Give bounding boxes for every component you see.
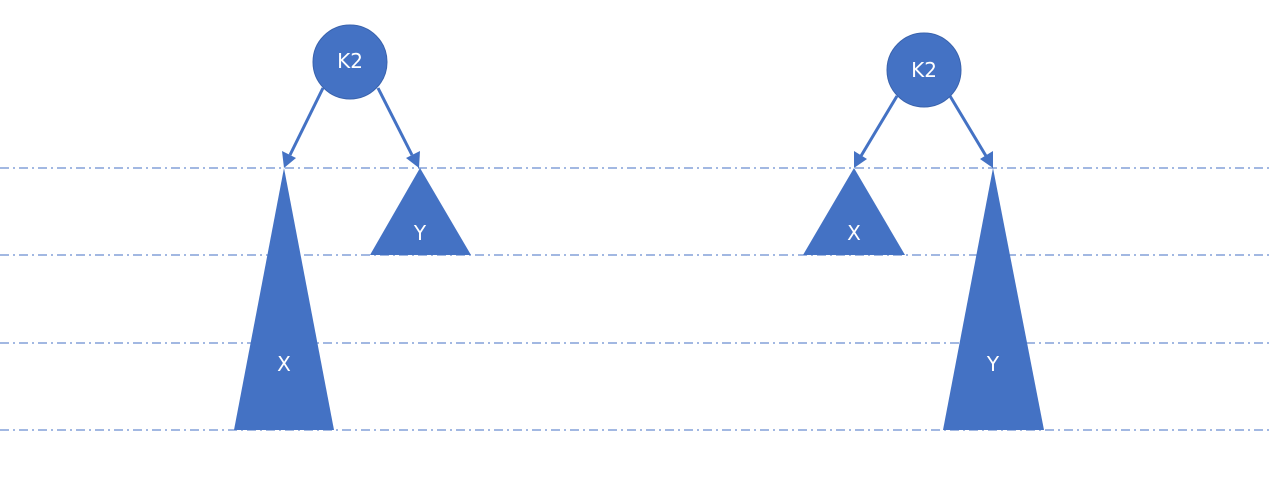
right-tree-edge-left <box>859 95 899 157</box>
left-tree-edge-left <box>288 87 325 156</box>
right-tree: X Y K2 <box>803 32 1044 430</box>
left-tree: X Y K2 <box>234 24 471 430</box>
left-tree-arrow-right <box>406 151 420 168</box>
left-tree-subtree-x-label: X <box>277 352 291 376</box>
right-tree-root-label: K2 <box>911 58 937 82</box>
left-tree-root-label: K2 <box>337 49 363 73</box>
right-tree-root-node <box>886 32 962 108</box>
left-tree-subtree-y <box>370 168 471 255</box>
left-tree-root-node <box>312 24 388 100</box>
right-tree-arrow-left <box>854 151 867 168</box>
left-tree-arrow-left <box>282 151 296 168</box>
left-tree-subtree-x <box>234 168 334 430</box>
right-tree-subtree-y-label: Y <box>986 352 1000 376</box>
right-tree-subtree-x-label: X <box>847 221 861 245</box>
left-tree-edge-right <box>376 87 414 156</box>
right-tree-subtree-x <box>803 168 905 255</box>
right-tree-subtree-y <box>943 168 1044 430</box>
right-tree-edge-right <box>948 95 988 157</box>
left-tree-subtree-y-label: Y <box>413 221 427 245</box>
right-tree-arrow-right <box>980 151 993 168</box>
